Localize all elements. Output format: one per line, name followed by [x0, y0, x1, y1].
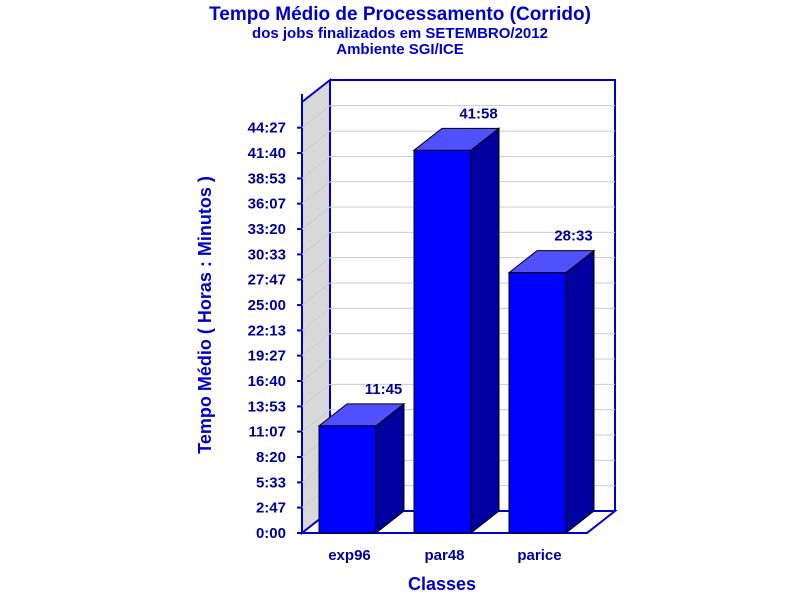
y-tick-label: 27:47 [248, 272, 286, 289]
grid-line-side [301, 409, 331, 433]
x-axis-title: Classes [408, 574, 476, 594]
category-label: par48 [424, 547, 464, 564]
y-tick-label: 25:00 [248, 297, 286, 314]
bar-front [413, 149, 472, 534]
y-tick-label: 44:27 [248, 120, 286, 137]
category-label: exp96 [328, 547, 371, 564]
y-tick-label: 33:20 [248, 221, 286, 238]
y-tick-label: 22:13 [248, 322, 286, 339]
bars [317, 127, 596, 535]
data-label: 11:45 [365, 381, 403, 398]
y-tick-label: 0:00 [256, 525, 286, 542]
grid-line-side [301, 105, 331, 129]
y-tick-label: 38:53 [248, 170, 286, 187]
y-tick-label: 41:40 [248, 145, 286, 162]
bar-side [565, 249, 595, 535]
chart-title: Tempo Médio de Processamento (Corrido) [209, 4, 591, 25]
y-tick-label: 11:07 [248, 424, 286, 441]
bar-par48 [412, 127, 501, 535]
y-axis-title: Tempo Médio ( Horas : Minutos ) [195, 176, 215, 454]
bar-parice [507, 249, 596, 535]
y-tick-label: 2:47 [256, 500, 286, 517]
back-panel-border [330, 79, 616, 511]
y-axis-ticks: 0:00 2:47 5:33 8:20 11:07 13:53 16:40 19:27 22:1… [248, 120, 302, 542]
grid-line-side [301, 257, 331, 281]
y-tick-label: 13:53 [248, 398, 286, 415]
data-labels: 11:45 41:58 28:33 [365, 105, 593, 398]
x-axis-categories: exp96 par48 parice [328, 547, 561, 564]
data-label: 41:58 [459, 105, 497, 122]
bar-side [375, 402, 405, 535]
chart-subtitle-2: Ambiente SGI/ICE [336, 41, 464, 58]
y-tick-label: 5:33 [256, 474, 286, 491]
grid-line-side [301, 130, 331, 154]
grid-line-side [301, 358, 331, 382]
grid-line-side [301, 232, 331, 255]
data-label: 28:33 [554, 228, 592, 245]
y-tick-label: 19:27 [248, 348, 286, 365]
chart-subtitle-1: dos jobs finalizados em SETEMBRO/2012 [252, 25, 548, 42]
grid-line-side [301, 156, 331, 179]
y-tick-label: 36:07 [248, 196, 286, 213]
y-tick-label: 16:40 [248, 373, 286, 390]
bar-front [508, 272, 567, 534]
grid-line-side [301, 333, 331, 357]
bar-exp96 [317, 402, 406, 535]
bar-side [470, 127, 500, 535]
grid-line-side [301, 181, 331, 205]
grid-line-side [301, 308, 331, 331]
grid-line-side [301, 206, 331, 230]
grid-line-side [301, 282, 331, 306]
category-label: parice [517, 547, 561, 564]
y-tick-label: 8:20 [256, 449, 286, 466]
grid-line-side [301, 384, 331, 407]
y-tick-label: 30:33 [248, 246, 286, 263]
bar-front [318, 425, 377, 534]
